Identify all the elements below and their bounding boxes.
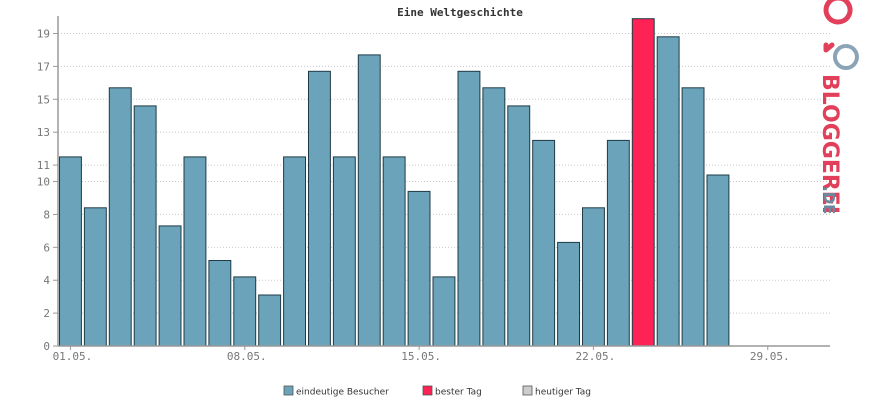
logo-heads-icon xyxy=(823,0,859,70)
bar-02.05. xyxy=(83,207,107,347)
bar-22.05. xyxy=(582,207,605,347)
bar-21.05. xyxy=(557,241,580,347)
legend-label: eindeutige Besucher xyxy=(296,388,389,398)
bar-12.05. xyxy=(332,156,356,347)
legend-swatch xyxy=(522,385,533,396)
y-tick-label: 6 xyxy=(43,241,50,254)
bar-10.05. xyxy=(283,156,307,347)
chart-title: Eine Weltgeschichte xyxy=(397,6,523,19)
bar-03.05. xyxy=(108,87,132,347)
bloggerei-logo: BLOGGEREI .DE xyxy=(817,0,859,214)
y-tick-label: 2 xyxy=(43,307,50,320)
bar-13.05. xyxy=(357,54,381,347)
y-tick-label: 17 xyxy=(37,60,50,73)
y-tick-label: 19 xyxy=(37,28,50,41)
x-axis-ticks: 01.05. 08.05. 15.05. 22.05. 29.05. xyxy=(53,346,790,363)
bar-17.05. xyxy=(457,70,481,347)
y-tick-label: 0 xyxy=(43,340,50,353)
y-tick-label: 4 xyxy=(43,274,50,287)
axes xyxy=(57,16,830,347)
bar-11.05. xyxy=(308,70,331,347)
bar-26.05. xyxy=(681,87,705,347)
legend-swatch xyxy=(283,385,294,396)
bar-04.05. xyxy=(133,105,157,347)
legend-label: bester Tag xyxy=(435,388,482,398)
logo-text: BLOGGEREI xyxy=(817,74,842,214)
y-tick-label: 11 xyxy=(37,159,50,172)
bar-25.05. xyxy=(656,36,680,347)
x-tick-label: 08.05. xyxy=(227,350,267,363)
bar-19.05. xyxy=(507,105,531,347)
bar-09.05. xyxy=(258,294,282,347)
y-axis-ticks: 0 2 4 6 8 10 11 13 15 17 19 xyxy=(37,28,58,353)
bar-05.05. xyxy=(158,225,182,347)
bar-23.05. xyxy=(606,139,630,347)
legend-swatch xyxy=(422,385,433,396)
bar-24.05. xyxy=(631,18,655,347)
bar-16.05. xyxy=(432,276,456,347)
bar-14.05. xyxy=(382,156,406,347)
x-tick-label: 01.05. xyxy=(53,350,93,363)
bar-18.05. xyxy=(482,87,506,347)
logo-suffix: .DE xyxy=(820,186,838,214)
legend-label: heutiger Tag xyxy=(535,388,591,398)
bar-01.05. xyxy=(59,156,82,347)
x-tick-label: 29.05. xyxy=(750,350,790,363)
x-tick-label: 15.05. xyxy=(401,350,441,363)
y-tick-label: 15 xyxy=(37,93,50,106)
bar-07.05. xyxy=(208,260,232,347)
y-tick-label: 8 xyxy=(43,208,50,221)
y-tick-label: 13 xyxy=(37,126,50,139)
y-tick-label: 10 xyxy=(37,176,50,189)
bars xyxy=(59,18,730,347)
legend: eindeutige Besucher bester Tag heutiger Ta… xyxy=(283,385,591,398)
bar-20.05. xyxy=(532,139,556,347)
x-tick-label: 22.05. xyxy=(576,350,616,363)
bar-27.05. xyxy=(706,174,730,347)
bar-06.05. xyxy=(183,156,207,347)
bar-15.05. xyxy=(407,190,431,347)
bar-08.05. xyxy=(233,276,257,347)
